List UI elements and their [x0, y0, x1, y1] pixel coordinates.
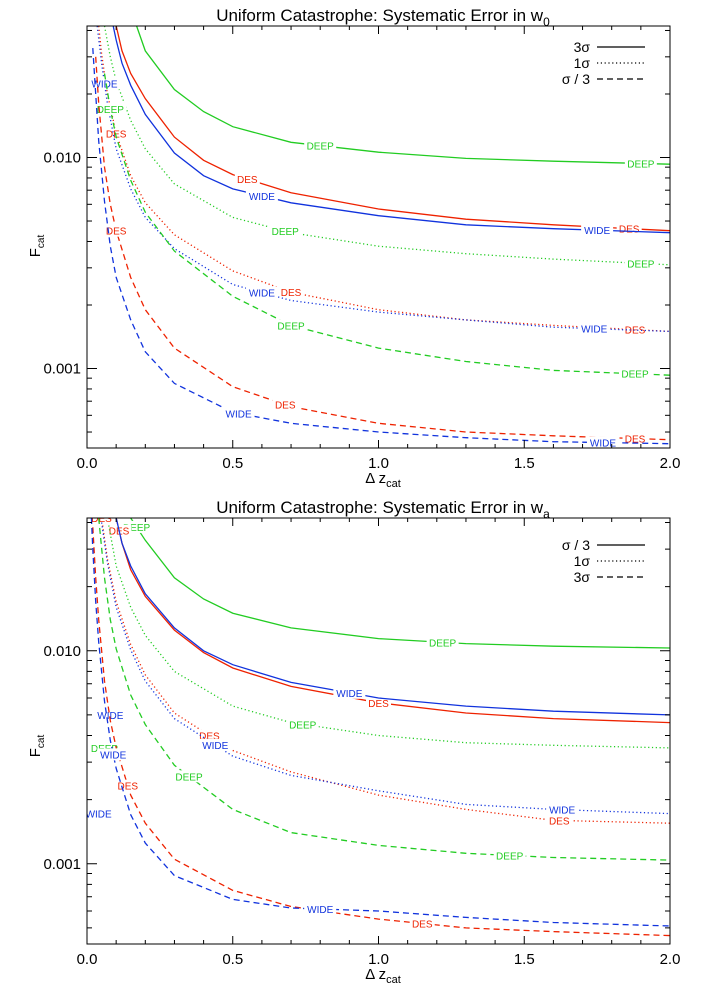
- legend: σ / 3 1σ 3σ: [562, 537, 590, 585]
- curve-label-des: DES: [118, 782, 139, 793]
- series-line-wide-solid: [115, 518, 670, 716]
- x-tick-label: 1.0: [368, 455, 389, 472]
- chart-w0: Uniform Catastrophe: Systematic Error in…: [27, 6, 681, 490]
- series-line-des-solid: [115, 26, 670, 232]
- curve-label-deep: DEEP: [175, 772, 203, 783]
- curve-label-wide: WIDE: [590, 439, 616, 450]
- y-tick-label: 0.001: [43, 361, 81, 378]
- curve-label-deep: DEEP: [307, 142, 335, 153]
- plot-area: DEEP DEEP DES DES WIDE WIDE DEEP DEEP DES DES DES W…: [88, 26, 670, 450]
- x-tick-label: 0.5: [222, 455, 243, 472]
- curve-label-wide: WIDE: [249, 192, 275, 203]
- curve-label-des: DES: [106, 227, 127, 238]
- y-axis-label: Fcat: [27, 235, 47, 258]
- x-tick-label: 0.0: [77, 951, 98, 968]
- curve-label-wide: WIDE: [86, 810, 112, 821]
- x-tick-label: 2.0: [660, 951, 681, 968]
- curve-label-wide: WIDE: [100, 750, 126, 761]
- curve-label-deep: DEEP: [123, 523, 151, 534]
- series-line-deep-dashed: [103, 73, 670, 376]
- curve-label-deep: DEEP: [97, 105, 125, 116]
- y-tick-label: 0.010: [43, 150, 81, 167]
- legend-label: σ / 3: [562, 537, 590, 553]
- x-tick-label: 0.0: [77, 455, 98, 472]
- series-line-deep-dashed: [98, 518, 670, 861]
- curve-label-wide: WIDE: [91, 79, 117, 90]
- curve-label-deep: DEEP: [277, 321, 305, 332]
- y-axis-label: Fcat: [27, 735, 47, 758]
- series-line-wide-solid: [112, 26, 670, 234]
- chart-title: Uniform Catastrophe: Systematic Error in…: [216, 6, 550, 29]
- x-axis-label: Δ zcat: [365, 470, 401, 490]
- curve-label-wide: WIDE: [202, 741, 228, 752]
- curve-label-wide: WIDE: [97, 711, 123, 722]
- series-line-des-solid: [115, 518, 670, 724]
- series-line-des-dashed: [92, 527, 670, 937]
- x-tick-label: 1.5: [514, 455, 535, 472]
- curve-label-des: DES: [412, 919, 433, 930]
- curve-label-des: DES: [549, 816, 570, 827]
- x-tick-label: 2.0: [660, 455, 681, 472]
- series-line-wide-dotted: [100, 522, 670, 815]
- curve-label-des: DES: [368, 699, 389, 710]
- legend-label: 3σ: [574, 39, 591, 55]
- curve-label-wide: WIDE: [549, 806, 575, 817]
- curve-label-des: DES: [619, 225, 640, 236]
- series-line-wide-dashed: [90, 518, 670, 927]
- legend: 3σ 1σ σ / 3: [562, 39, 590, 87]
- curve-label-wide: WIDE: [307, 905, 333, 916]
- legend-label: 1σ: [574, 553, 591, 569]
- curve-label-deep: DEEP: [621, 370, 649, 381]
- curve-label-deep: DEEP: [429, 638, 457, 649]
- curve-label-deep: DEEP: [627, 259, 655, 270]
- legend-label: σ / 3: [562, 71, 590, 87]
- curve-label-wide: WIDE: [249, 289, 275, 300]
- legend-label: 3σ: [574, 569, 591, 585]
- series-line-des-dashed: [95, 56, 670, 441]
- curve-label-deep: DEEP: [496, 851, 524, 862]
- curve-label-des: DES: [625, 434, 646, 445]
- chart-wa: Uniform Catastrophe: Systematic Error in…: [27, 498, 681, 986]
- curve-label-deep: DEEP: [289, 720, 317, 731]
- x-tick-label: 1.5: [514, 951, 535, 968]
- chart-panel-w0: Uniform Catastrophe: Systematic Error in…: [27, 6, 681, 490]
- curve-label-des: DES: [91, 514, 112, 525]
- series-line-wide-dashed: [92, 48, 670, 445]
- x-tick-label: 0.5: [222, 951, 243, 968]
- chart-title: Uniform Catastrophe: Systematic Error in…: [216, 498, 550, 521]
- chart-panel-wa: Uniform Catastrophe: Systematic Error in…: [0, 496, 711, 992]
- curve-label-des: DES: [281, 288, 302, 299]
- curve-label-wide: WIDE: [584, 226, 610, 237]
- legend-label: 1σ: [574, 55, 591, 71]
- curve-label-wide: WIDE: [226, 409, 252, 420]
- curve-label-deep: DEEP: [272, 227, 300, 238]
- series-line-deep-solid: [135, 26, 670, 165]
- curve-label-deep: DEEP: [627, 159, 655, 170]
- curve-label-wide: WIDE: [336, 689, 362, 700]
- curve-label-wide: WIDE: [581, 325, 607, 336]
- series-line-deep-solid: [130, 518, 670, 649]
- series-line-deep-dotted: [103, 26, 670, 266]
- x-tick-label: 1.0: [368, 951, 389, 968]
- y-tick-label: 0.001: [43, 856, 81, 873]
- curve-label-des: DES: [199, 732, 220, 743]
- plot-area: DEEPDEEPDESDESWIDEWIDEDEEPDEEPDESDESDESW…: [86, 514, 670, 937]
- y-tick-label: 0.010: [43, 643, 81, 660]
- x-axis-label: Δ zcat: [365, 966, 401, 986]
- curve-label-des: DES: [625, 326, 646, 337]
- curve-label-des: DES: [275, 401, 296, 412]
- curve-label-des: DES: [237, 175, 258, 186]
